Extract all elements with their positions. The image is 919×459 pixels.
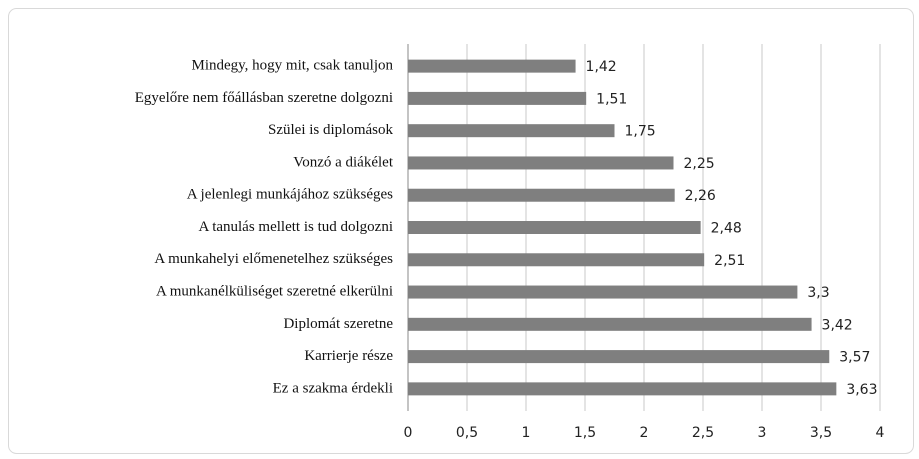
data-label: 1,75 — [625, 124, 656, 140]
data-label: 3,3 — [807, 285, 829, 301]
bar — [408, 91, 587, 105]
data-label: 3,42 — [822, 317, 853, 333]
bar — [408, 382, 837, 396]
data-label: 2,25 — [684, 156, 715, 172]
y-tick-label: Karrierje része — [304, 348, 393, 364]
x-tick-label: 2,5 — [692, 425, 714, 441]
y-tick-label: Egyelőre nem főállásban szeretne dolgozn… — [135, 90, 393, 106]
y-tick-label: Szülei is diplomások — [268, 122, 393, 138]
data-label: 2,26 — [685, 188, 716, 204]
bar — [408, 188, 675, 202]
y-tick-label: A tanulás mellett is tud dolgozni — [198, 219, 393, 235]
x-tick-label: 1,5 — [574, 425, 596, 441]
data-label: 2,48 — [711, 221, 742, 237]
y-tick-label: A munkanélküliséget szeretné elkerülni — [156, 283, 393, 299]
x-tick-label: 0 — [404, 425, 413, 441]
data-label: 3,63 — [846, 382, 877, 398]
bar — [408, 156, 674, 170]
bar — [408, 285, 798, 299]
x-tick-label: 4 — [876, 425, 885, 441]
data-label: 2,51 — [714, 253, 745, 269]
bar — [408, 124, 615, 138]
data-label: 1,51 — [596, 91, 627, 107]
bar — [408, 350, 830, 364]
data-label: 3,57 — [839, 350, 870, 366]
y-tick-label: Ez a szakma érdekli — [273, 380, 393, 396]
bar — [408, 221, 701, 234]
x-tick-label: 2 — [640, 425, 649, 441]
y-tick-label: Vonzó a diákélet — [293, 154, 394, 170]
x-tick-label: 1 — [522, 425, 531, 441]
bar — [408, 317, 812, 331]
data-label: 1,42 — [586, 59, 617, 75]
x-tick-label: 3,5 — [810, 425, 832, 441]
y-tick-label: A jelenlegi munkájához szükséges — [187, 187, 393, 203]
x-tick-label: 0,5 — [456, 425, 478, 441]
y-tick-label: Diplomát szeretne — [283, 316, 393, 332]
x-tick-label: 3 — [758, 425, 767, 441]
bar — [408, 59, 576, 73]
y-tick-label: A munkahelyi előmenetelhez szükséges — [154, 251, 393, 267]
y-tick-label: Mindegy, hogy mit, csak tanuljon — [191, 58, 393, 74]
bar — [408, 253, 705, 267]
